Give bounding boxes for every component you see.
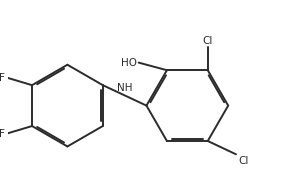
Text: NH: NH — [117, 83, 132, 93]
Text: Cl: Cl — [239, 156, 249, 166]
Text: F: F — [0, 73, 5, 83]
Text: HO: HO — [121, 58, 137, 68]
Text: F: F — [0, 129, 5, 139]
Text: Cl: Cl — [203, 35, 213, 45]
